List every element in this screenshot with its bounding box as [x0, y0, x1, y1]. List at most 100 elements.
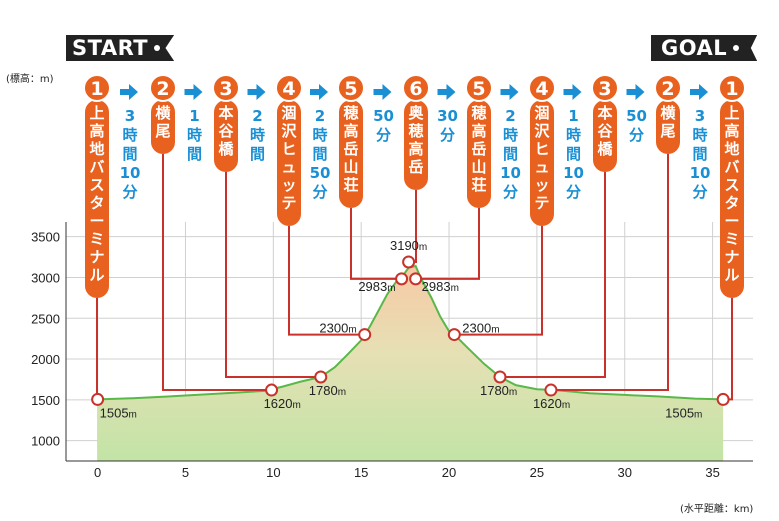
route-line-9 — [550, 154, 669, 392]
station-pill-4 — [339, 100, 363, 208]
elevation-label-8: 1780m — [480, 383, 517, 398]
axes: 0 5 10 15 20 25 30 35 1000 1500 2000 2500 3000 3500 — [31, 222, 753, 480]
station-name-char: ー — [724, 212, 739, 230]
station-name-char: ナ — [89, 248, 104, 266]
segment-time-char: 間 — [122, 145, 137, 163]
waypoint-marker-1 — [265, 383, 279, 397]
station-name-char: 沢 — [281, 122, 297, 140]
elevation-labels: 1505m1620m1780m2300m2983m3190m2983m2300m… — [100, 238, 703, 420]
waypoint-markers — [91, 255, 730, 406]
elevation-value: 2300 — [319, 321, 348, 336]
segment-time-8: 50 分 — [626, 107, 647, 144]
station-number-badge-3 — [275, 74, 303, 102]
station-name-char: 岳 — [471, 140, 486, 158]
station-number-4: 5 — [344, 78, 357, 100]
station-name-char: ス — [724, 176, 739, 194]
station-name-5: 奥穂高岳 — [408, 104, 424, 176]
route-line-10 — [723, 298, 733, 401]
y-axis-unit: (標高：m) — [6, 74, 54, 85]
station-number-5: 6 — [409, 78, 422, 100]
segment-time-char: 時 — [503, 126, 518, 144]
station-name-9: 横尾 — [660, 104, 676, 140]
elevation-label-1: 1620m — [264, 396, 301, 411]
station-name-char: テ — [281, 194, 296, 212]
segment-time-9: 3 時間 10 分 — [690, 107, 711, 201]
station-name-char: 沢 — [534, 122, 550, 140]
elevation-unit: m — [451, 283, 459, 294]
station-number-badge-2 — [212, 74, 240, 102]
x-tick-label-0: 0 — [94, 465, 101, 480]
station-name-char: 岳 — [343, 140, 358, 158]
segment-times: 3 時間 10 分1 時間2 時間2 時間 50 分50 分30 分2 時間 10 分1 時間 10 分50 分3… — [120, 107, 711, 201]
station-pill-9 — [656, 100, 680, 154]
segment-time-char: 時 — [692, 126, 707, 144]
station-name-char: 荘 — [471, 176, 486, 194]
route-lines — [96, 154, 733, 401]
station-name-char: ミ — [89, 230, 104, 248]
station-number-badge-0 — [83, 74, 111, 102]
segment-arrow-5 — [437, 84, 456, 100]
route-line-3 — [288, 226, 365, 336]
station-name-4: 穂高岳山荘 — [343, 104, 358, 194]
station-name-char: 穂 — [343, 104, 358, 122]
y-tick-label-2: 2000 — [31, 352, 60, 367]
station-name-char: ヒ — [534, 140, 549, 158]
elevation-label-6: 2983m — [422, 279, 459, 294]
elevation-value: 2300 — [462, 321, 491, 336]
segment-time-char: 10 — [690, 164, 711, 182]
station-pill-1 — [151, 100, 175, 154]
x-tick-label-3: 15 — [354, 465, 368, 480]
elevation-value: 1505 — [100, 405, 129, 420]
station-name-char: 高 — [724, 122, 739, 140]
station-number-9: 2 — [661, 78, 674, 100]
elevation-value: 1780 — [480, 383, 509, 398]
segment-time-char: 3 — [695, 107, 705, 125]
segment-time-char: 10 — [120, 164, 141, 182]
waypoint-marker-0 — [91, 392, 105, 406]
segment-time-char: 分 — [503, 183, 518, 201]
segment-arrow-8 — [626, 84, 645, 100]
x-tick-label-5: 25 — [530, 465, 544, 480]
station-name-char: 上 — [89, 104, 104, 122]
segment-time-char: 分 — [692, 183, 707, 201]
goal-label: GOAL — [661, 36, 728, 60]
station-number-badge-8 — [591, 74, 619, 102]
station-name-1: 横尾 — [155, 104, 171, 140]
segment-arrow-0 — [120, 84, 138, 100]
elevation-label-4: 2983m — [358, 279, 395, 294]
station-name-char: バ — [89, 158, 104, 176]
station-pill-5 — [404, 100, 428, 190]
route-line-1 — [162, 154, 272, 392]
station-name-char: 本 — [218, 104, 233, 122]
station-number-10: 1 — [725, 78, 738, 100]
y-tick-label-5: 3500 — [31, 230, 60, 245]
station-number-2: 3 — [219, 78, 232, 100]
elevation-unit: m — [338, 387, 346, 398]
segment-time-char: 間 — [312, 145, 327, 163]
waypoint-marker-2 — [314, 370, 328, 384]
station-name-char: ナ — [724, 248, 739, 266]
start-label: START — [72, 36, 149, 60]
segment-time-char: 3 — [125, 107, 135, 125]
elevation-unit: m — [292, 400, 300, 411]
elevation-value: 1620 — [533, 396, 562, 411]
route-line-8 — [499, 172, 606, 378]
station-pill-10 — [720, 100, 744, 298]
segment-time-char: 時 — [250, 126, 265, 144]
station-pill-8 — [593, 100, 617, 172]
start-flag-dot — [154, 44, 161, 51]
station-number-0: 1 — [90, 78, 103, 100]
segment-time-0: 3 時間 10 分 — [120, 107, 141, 201]
segment-time-4: 50 分 — [373, 107, 394, 144]
segment-arrow-4 — [373, 84, 392, 100]
station-name-char: テ — [534, 194, 549, 212]
goal-flag-dot — [733, 44, 740, 51]
segment-time-char: 間 — [503, 145, 518, 163]
station-number-6: 5 — [472, 78, 485, 100]
elevation-label-10: 1505m — [665, 405, 702, 420]
segment-time-char: 分 — [629, 126, 644, 144]
elevation-label-0: 1505m — [100, 405, 137, 420]
elevation-label-2: 1780m — [309, 383, 346, 398]
station-name-char: タ — [724, 194, 739, 212]
